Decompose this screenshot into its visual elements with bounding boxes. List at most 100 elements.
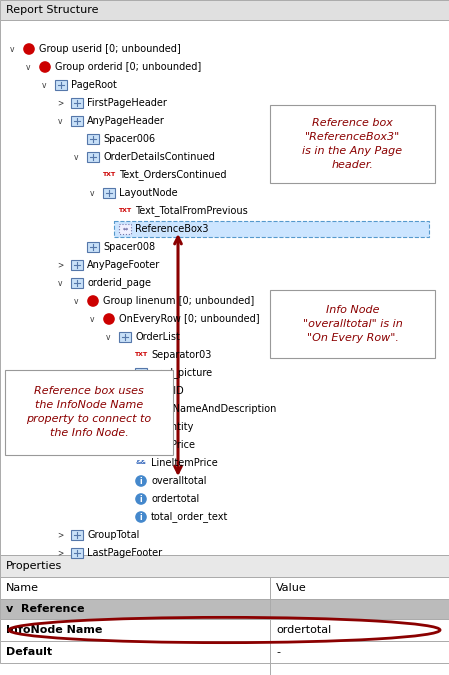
Text: orderid_page: orderid_page	[87, 277, 151, 288]
Bar	[119, 224, 131, 234]
Text: OrderList: OrderList	[135, 332, 180, 342]
Text: PageRoot: PageRoot	[71, 80, 117, 90]
Text: v: v	[74, 153, 78, 161]
Text: >: >	[57, 531, 63, 539]
Text: AnyPageHeader: AnyPageHeader	[87, 116, 165, 126]
Bar	[0, 577, 449, 599]
Bar	[103, 188, 115, 198]
Bar	[135, 404, 147, 414]
Text: &&: &&	[136, 443, 146, 448]
Text: TXT: TXT	[102, 173, 115, 178]
Text: OnEveryRow [0; unbounded]: OnEveryRow [0; unbounded]	[119, 314, 260, 324]
Circle shape	[136, 476, 146, 486]
Text: Spacer008: Spacer008	[103, 242, 155, 252]
Text: TXT: TXT	[119, 209, 132, 213]
Bar	[0, 619, 449, 641]
Text: >: >	[57, 99, 63, 107]
Text: Group orderid [0; unbounded]: Group orderid [0; unbounded]	[55, 62, 201, 72]
Text: >: >	[57, 261, 63, 269]
Bar	[0, 20, 449, 555]
Text: i: i	[140, 495, 142, 504]
Text: Properties: Properties	[6, 561, 62, 571]
Bar	[0, 599, 449, 619]
Circle shape	[104, 314, 114, 324]
Text: ReferenceBox3: ReferenceBox3	[135, 224, 208, 234]
Text: v: v	[26, 63, 30, 72]
Text: prod_picture: prod_picture	[151, 368, 212, 379]
Text: LastPageFooter: LastPageFooter	[87, 548, 162, 558]
Text: Group userid [0; unbounded]: Group userid [0; unbounded]	[39, 44, 181, 54]
Text: Name: Name	[6, 583, 39, 593]
Circle shape	[136, 512, 146, 522]
Bar	[71, 98, 83, 108]
Text: &&: &&	[136, 460, 146, 466]
Text: LineItemPrice: LineItemPrice	[151, 458, 218, 468]
Text: ItemID: ItemID	[151, 386, 184, 396]
Text: OrderDetailsContinued: OrderDetailsContinued	[103, 152, 215, 162]
Text: Quantity: Quantity	[151, 422, 194, 432]
Text: Text_OrdersContinued: Text_OrdersContinued	[119, 169, 226, 180]
Text: overalltotal: overalltotal	[151, 476, 207, 486]
Bar	[135, 368, 147, 378]
Text: Spacer006: Spacer006	[103, 134, 155, 144]
Text: -: -	[276, 647, 280, 657]
Bar	[87, 134, 99, 144]
Bar	[87, 242, 99, 252]
Text: Group linenum [0; unbounded]: Group linenum [0; unbounded]	[103, 296, 254, 306]
Text: &&: &&	[136, 425, 146, 429]
Text: ordertotal: ordertotal	[151, 494, 199, 504]
Text: Text_TotalFromPrevious: Text_TotalFromPrevious	[135, 206, 248, 217]
Circle shape	[88, 296, 98, 306]
Circle shape	[24, 44, 34, 54]
Bar	[0, 555, 449, 577]
Text: Reference box uses
the InfoNode Name
property to connect to
the Info Node.: Reference box uses the InfoNode Name pro…	[26, 387, 152, 439]
Bar	[71, 530, 83, 540]
Text: TXT: TXT	[134, 389, 148, 394]
Text: i: i	[140, 512, 142, 522]
Bar	[270, 290, 435, 358]
Text: >: >	[121, 369, 127, 377]
Text: Value: Value	[276, 583, 307, 593]
Text: Default: Default	[6, 647, 52, 657]
Bar	[71, 278, 83, 288]
Text: Report Structure: Report Structure	[6, 5, 98, 15]
Bar	[119, 332, 131, 342]
Text: UnitPrice: UnitPrice	[151, 440, 195, 450]
Text: >: >	[57, 549, 63, 558]
Text: FirstPageHeader: FirstPageHeader	[87, 98, 167, 108]
Bar	[55, 80, 67, 90]
Circle shape	[40, 62, 50, 72]
Text: AnyPageFooter: AnyPageFooter	[87, 260, 160, 270]
Text: ProdNameAndDescription: ProdNameAndDescription	[151, 404, 277, 414]
Text: v  Reference: v Reference	[6, 604, 84, 614]
Bar	[114, 221, 429, 237]
Bar	[0, 641, 449, 663]
Text: v: v	[10, 45, 14, 53]
Text: total_order_text: total_order_text	[151, 512, 229, 522]
Text: Info Node
"overalltotal" is in
"On Every Row".: Info Node "overalltotal" is in "On Every…	[303, 305, 402, 343]
Text: Separator03: Separator03	[151, 350, 211, 360]
Text: ordertotal: ordertotal	[276, 625, 331, 635]
Bar	[71, 260, 83, 270]
Text: i: i	[140, 477, 142, 485]
Text: LayoutNode: LayoutNode	[119, 188, 178, 198]
Text: TXT: TXT	[134, 352, 148, 358]
Text: v: v	[74, 296, 78, 306]
Circle shape	[136, 494, 146, 504]
Text: v: v	[58, 117, 62, 126]
Bar	[5, 370, 173, 455]
Bar	[71, 116, 83, 126]
Bar	[87, 152, 99, 162]
Bar	[71, 548, 83, 558]
Text: GroupTotal: GroupTotal	[87, 530, 139, 540]
Text: v: v	[58, 279, 62, 288]
Text: v: v	[90, 188, 94, 198]
Bar	[270, 105, 435, 183]
Text: ⇔: ⇔	[123, 227, 128, 232]
Text: v: v	[42, 80, 46, 90]
Text: v: v	[106, 333, 110, 342]
Text: InfoNode Name: InfoNode Name	[6, 625, 102, 635]
Text: Reference box
"ReferenceBox3"
is in the Any Page
header.: Reference box "ReferenceBox3" is in the …	[303, 118, 403, 170]
Text: v: v	[90, 315, 94, 323]
Bar	[0, 0, 449, 20]
